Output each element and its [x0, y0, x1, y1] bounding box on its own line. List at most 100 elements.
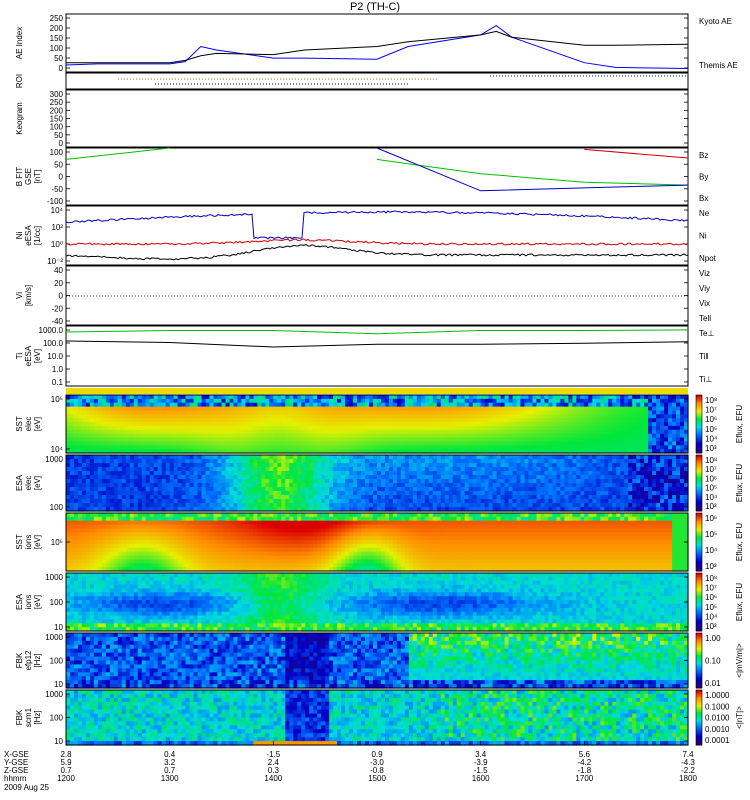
y-tick-label: 1000: [45, 690, 63, 699]
x-row-value: 1500: [368, 774, 386, 783]
y-tick-label: 100: [50, 598, 64, 607]
y-tick-label: 20: [54, 279, 63, 288]
x-row-value: -2.2: [681, 766, 695, 775]
x-row-value: 2.4: [268, 758, 280, 767]
x-row-value: 0.4: [164, 750, 176, 759]
y-tick-label: 10⁻²: [47, 257, 63, 266]
y-tick-label: 100.0: [43, 339, 64, 348]
legend-entry: Vix: [699, 299, 710, 308]
panel-bfit: [65, 147, 689, 206]
x-row-value: -0.8: [370, 766, 384, 775]
y-tick-label: 10⁵: [51, 538, 63, 547]
legend-entry: Kyoto AE: [699, 17, 732, 26]
colorbar-tick-label: 10⁵: [705, 484, 717, 493]
x-row-value: 2.8: [60, 750, 72, 759]
y-tick-label: 250: [50, 14, 64, 23]
y-axis-label-2: ions: [24, 595, 33, 610]
legend-entry: Npot: [699, 254, 717, 263]
panel-roi: [65, 72, 689, 90]
y-tick-label: -40: [51, 317, 63, 326]
x-row-value: -4.3: [681, 758, 695, 767]
legend-entry: Bx: [699, 194, 708, 203]
panel-esa_i: [65, 572, 703, 632]
legend-entry: Themis AE: [699, 61, 738, 70]
x-row-value: 1800: [679, 774, 697, 783]
x-row-value: 1400: [264, 774, 282, 783]
colorbar: [695, 454, 703, 512]
x-row-value: 3.4: [475, 750, 487, 759]
y-axis-label-2: [km/s]: [24, 285, 33, 306]
y-tick-label: 0: [59, 139, 64, 148]
colorbar-tick-label: 0.01: [705, 679, 721, 688]
colorbar-tick-label: 10⁷: [705, 406, 717, 415]
y-tick-label: 200: [50, 24, 64, 33]
y-axis-label-2: eESA: [24, 345, 33, 366]
colorbar: [695, 689, 703, 746]
y-axis-label-3: [eV]: [33, 595, 42, 609]
strip-bar: [66, 388, 688, 394]
x-row-value: 1600: [472, 774, 490, 783]
colorbar-tick-label: 0.0001: [705, 736, 730, 745]
y-axis-label-2: scm1: [24, 707, 33, 727]
x-date-label: 2009 Aug 25: [4, 783, 49, 792]
x-row-value: 1300: [161, 774, 179, 783]
y-tick-label: 250: [50, 98, 64, 107]
colorbar-tick-label: 10⁸: [705, 396, 717, 405]
y-tick-label: 10: [54, 737, 63, 746]
colorbar-tick-label: 10³: [705, 444, 717, 453]
colorbar-tick-label: 10⁴: [705, 434, 718, 443]
colorbar-tick-label: 10³: [705, 622, 717, 631]
colorbar-label: Eflux, EFU: [735, 405, 744, 443]
colorbar-tick-label: 10⁴: [705, 546, 718, 555]
colorbar-tick-label: 0.1000: [705, 702, 730, 711]
chart-title: P2 (TH-C): [350, 1, 400, 13]
series-themis-ae: [66, 30, 689, 64]
y-axis-label: FBK: [15, 709, 24, 725]
x-row-value: 0.7: [60, 766, 72, 775]
x-row-value: 1700: [575, 774, 593, 783]
legend-entry: Ti‖: [699, 352, 709, 361]
colorbar-label: Eflux, EFU: [735, 523, 744, 561]
panel-sst_i: [65, 512, 703, 572]
colorbar-label: <|nT|>: [735, 706, 744, 729]
y-tick-label: 10⁴: [51, 445, 64, 454]
x-row-value: -3.0: [370, 758, 384, 767]
panel-frame-esa_e: [65, 454, 689, 512]
colorbar: [695, 512, 703, 572]
y-tick-label: 1.0: [52, 365, 64, 374]
y-tick-label: 100: [50, 714, 64, 723]
y-axis-label-3: [eV]: [33, 349, 42, 363]
series-by: [65, 147, 689, 186]
y-axis-label: SST: [15, 534, 24, 550]
x-row-value: 0.7: [164, 766, 176, 775]
x-row-value: -1.5: [266, 750, 280, 759]
series-ne: [65, 238, 689, 246]
legend-entry: Viy: [699, 284, 710, 293]
panel-sst_e: [65, 394, 703, 454]
y-axis-label-3: [nT]: [33, 170, 42, 184]
y-tick-label: 100: [50, 148, 64, 157]
x-row-label: Z-GSE: [4, 766, 28, 775]
colorbar-tick-label: 10⁸: [705, 456, 717, 465]
colorbar-label: Eflux, EFU: [735, 464, 744, 502]
x-row-value: 7.4: [682, 750, 694, 759]
y-axis-label-2: GSE: [24, 168, 33, 185]
y-tick-label: 50: [54, 160, 63, 169]
y-tick-label: 100: [50, 503, 64, 512]
y-tick-label: 200: [50, 106, 64, 115]
y-tick-label: 1000: [45, 573, 63, 582]
series-bz: [584, 148, 689, 159]
legend-entry: Bz: [699, 151, 708, 160]
y-axis-label: Keogram: [15, 102, 24, 135]
y-axis-label-2: ions: [24, 535, 33, 550]
colorbar-tick-label: 10⁵: [705, 425, 717, 434]
colorbar-tick-label: 10⁶: [705, 474, 717, 483]
colorbar-tick-label: 10⁷: [705, 465, 717, 474]
y-tick-label: 10⁴: [51, 206, 64, 215]
panel-frame-roi: [65, 72, 689, 90]
panel-fbk1: [65, 632, 703, 689]
y-tick-label: 0.1: [52, 378, 64, 387]
colorbar-label: Eflux, EFU: [735, 583, 744, 621]
y-tick-label: 10: [54, 680, 63, 689]
